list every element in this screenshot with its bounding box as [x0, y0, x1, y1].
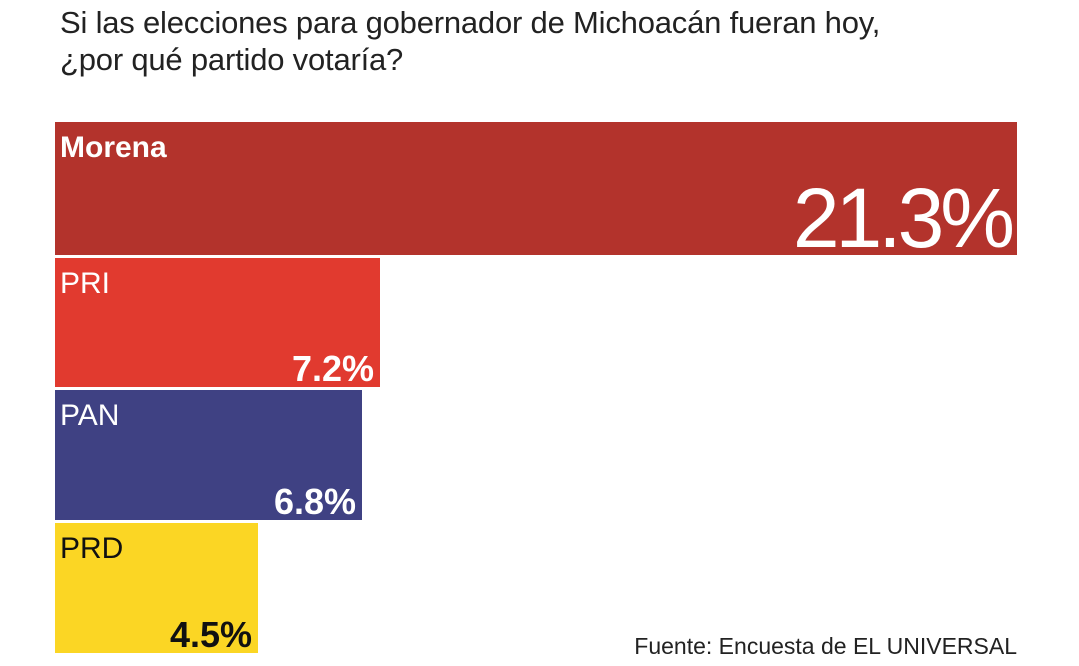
- bar-label-prd: PRD: [60, 532, 123, 565]
- chart-title-line-1: Si las elecciones para gobernador de Mic…: [60, 5, 881, 40]
- bar-morena: [55, 122, 1017, 255]
- value-label-morena: 21.3%: [793, 171, 1012, 265]
- bar-pri: [55, 258, 380, 387]
- chart-title: Si las elecciones para gobernador de Mic…: [60, 4, 1060, 78]
- bar-label-pri: PRI: [60, 267, 110, 300]
- bar-label-morena: Morena: [60, 131, 167, 164]
- value-label-pan: 6.8%: [274, 481, 356, 522]
- value-label-prd: 4.5%: [170, 614, 252, 655]
- bar-prd: [55, 523, 258, 653]
- bar-pan: [55, 390, 362, 520]
- bar-label-pan: PAN: [60, 399, 119, 432]
- value-label-pri: 7.2%: [292, 348, 374, 389]
- chart-title-line-2: ¿por qué partido votaría?: [60, 42, 404, 77]
- source-note: Fuente: Encuesta de EL UNIVERSAL: [634, 633, 1017, 659]
